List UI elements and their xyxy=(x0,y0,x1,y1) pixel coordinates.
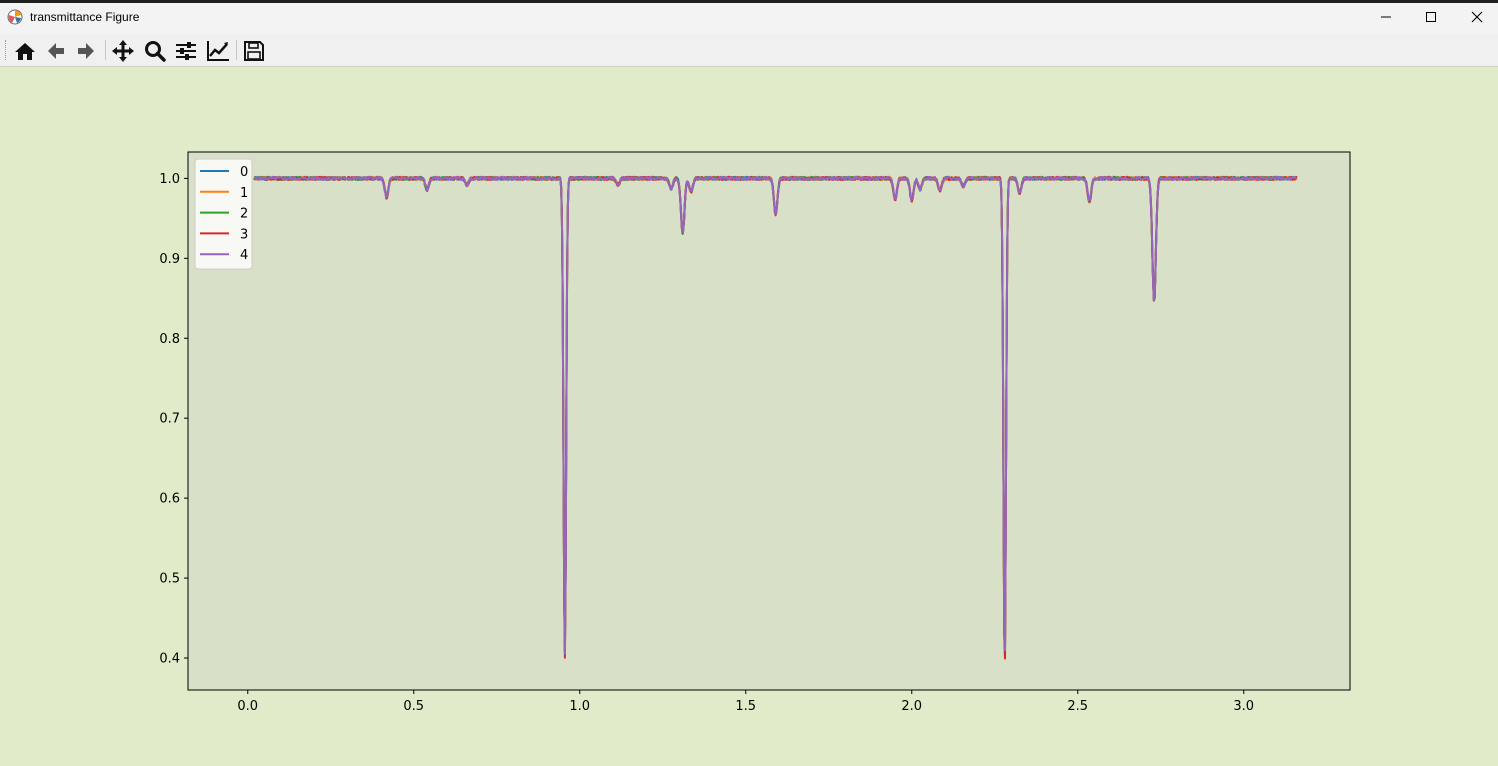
back-button[interactable] xyxy=(43,38,69,62)
legend: 0 1 2 3 4 xyxy=(194,158,253,270)
y-tick-label: 0.4 xyxy=(159,652,180,667)
configure-subplots-button[interactable] xyxy=(173,38,199,62)
home-icon xyxy=(15,43,35,60)
window-title: transmittance Figure xyxy=(30,10,140,24)
series-line-4 xyxy=(253,175,1298,655)
forward-arrow-icon xyxy=(78,43,94,59)
pan-icon xyxy=(112,40,134,62)
matplotlib-icon xyxy=(7,9,23,25)
figure-canvas[interactable]: 0.0 0.5 1.0 1.5 2.0 2.5 3.0 0.4 0.5 0.6 0.7 0.8 0.9… xyxy=(0,67,1498,766)
x-tick-label: 2.5 xyxy=(1067,699,1088,714)
x-tick-label: 1.5 xyxy=(735,699,756,714)
zoom-button[interactable] xyxy=(142,38,168,62)
forward-button[interactable] xyxy=(73,38,99,62)
edit-axis-button[interactable] xyxy=(204,38,230,62)
legend-label: 1 xyxy=(240,186,248,201)
x-tick-label: 2.0 xyxy=(901,699,922,714)
navigation-toolbar xyxy=(0,34,1498,67)
maximize-button[interactable] xyxy=(1408,0,1454,34)
axes-background xyxy=(188,152,1350,690)
taskbar-strip xyxy=(0,0,1498,3)
y-tick-label: 0.6 xyxy=(159,492,180,507)
legend-label: 0 xyxy=(240,165,248,180)
maximize-icon xyxy=(1426,12,1436,22)
x-tick-label: 0.0 xyxy=(237,699,258,714)
edit-axis-icon xyxy=(207,41,229,61)
zoom-icon xyxy=(145,41,166,62)
legend-label: 4 xyxy=(240,248,248,263)
legend-label: 2 xyxy=(240,207,248,222)
toolbar-grip xyxy=(5,40,8,60)
back-arrow-icon xyxy=(48,43,64,59)
y-tick-label: 0.5 xyxy=(159,572,180,587)
y-tick-label: 0.7 xyxy=(159,412,180,427)
x-tick-label: 3.0 xyxy=(1233,699,1254,714)
close-button[interactable] xyxy=(1454,0,1498,34)
y-tick-label: 0.8 xyxy=(159,332,180,347)
series-lines xyxy=(253,175,1298,660)
toolbar-separator xyxy=(105,40,106,60)
home-button[interactable] xyxy=(12,38,38,62)
configure-subplots-icon xyxy=(176,42,196,60)
y-axis: 0.4 0.5 0.6 0.7 0.8 0.9 1.0 xyxy=(159,172,188,667)
axes-frame xyxy=(187,151,1351,691)
title-bar: transmittance Figure xyxy=(0,0,1498,34)
minimize-button[interactable] xyxy=(1363,0,1409,34)
minimize-icon xyxy=(1381,16,1391,18)
x-tick-label: 0.5 xyxy=(403,699,424,714)
pan-button[interactable] xyxy=(110,38,136,62)
save-button[interactable] xyxy=(241,38,267,62)
y-tick-label: 0.9 xyxy=(159,252,180,267)
toolbar-separator xyxy=(236,40,237,60)
save-icon xyxy=(244,41,264,61)
legend-label: 3 xyxy=(240,227,248,242)
legend-box xyxy=(194,158,253,270)
close-icon xyxy=(1471,11,1483,23)
y-tick-label: 1.0 xyxy=(159,172,180,187)
x-axis: 0.0 0.5 1.0 1.5 2.0 2.5 3.0 xyxy=(237,690,1254,714)
x-tick-label: 1.0 xyxy=(569,699,590,714)
